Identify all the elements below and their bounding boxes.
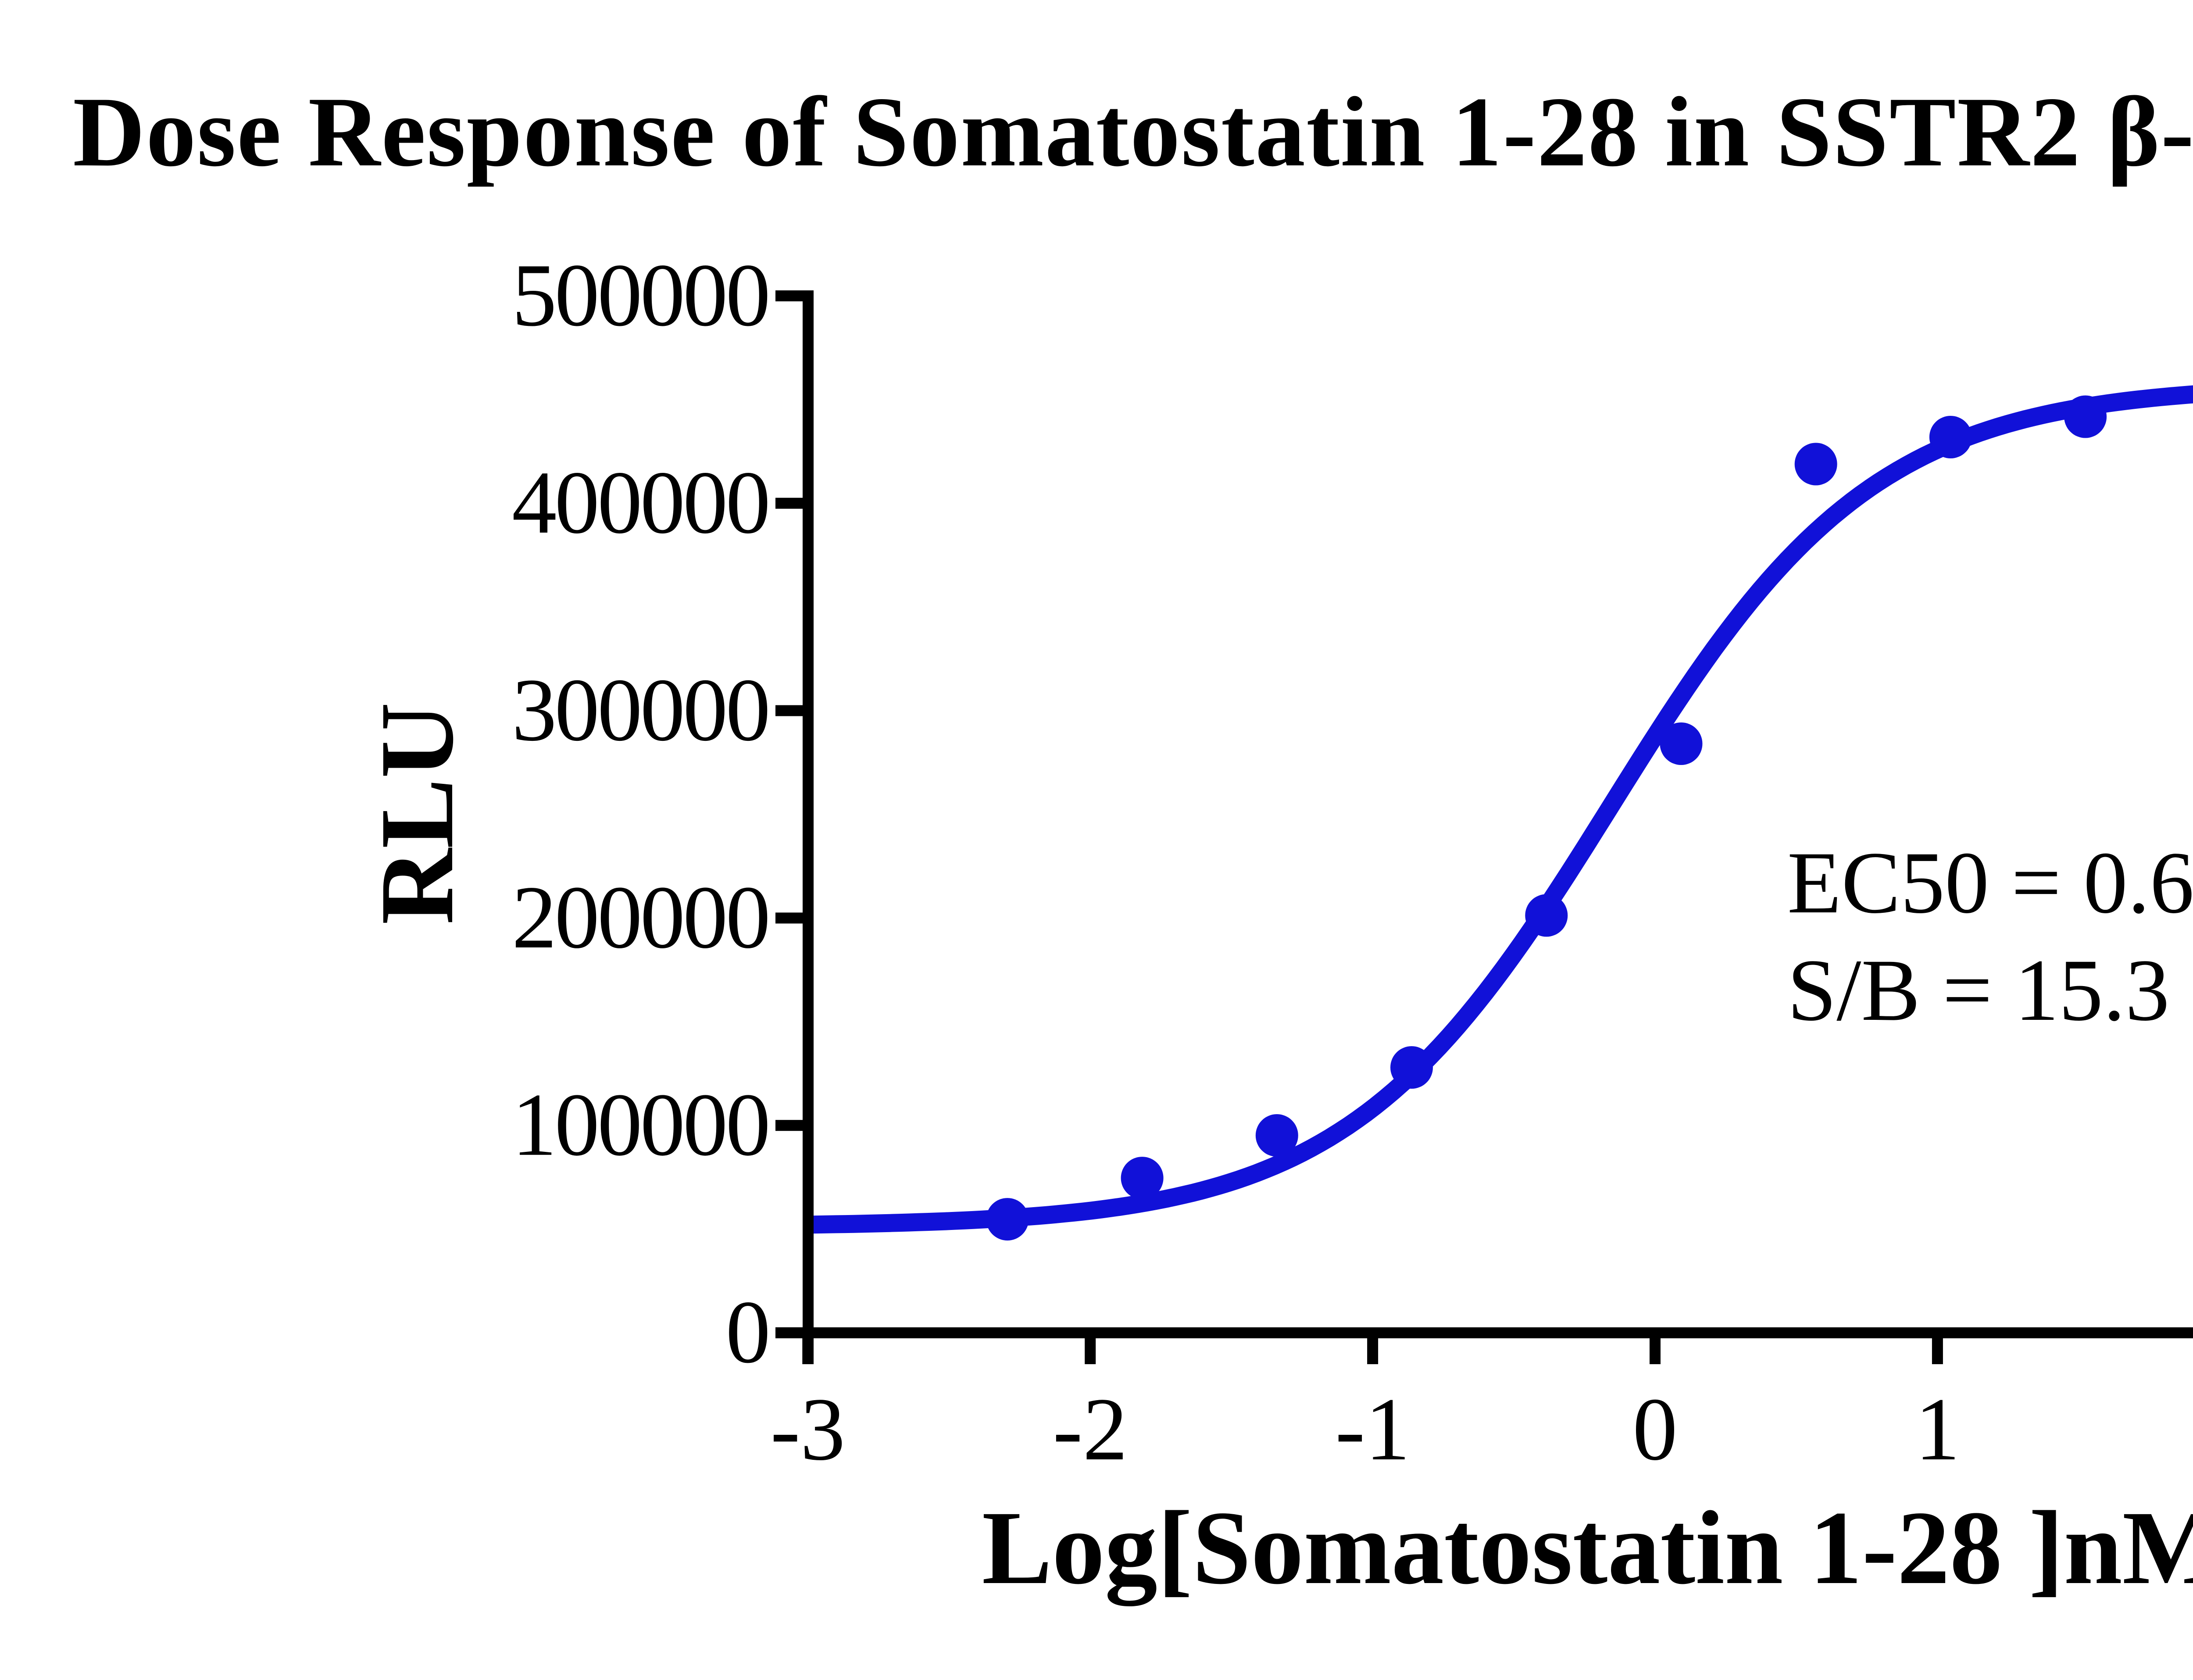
svg-text:300000: 300000	[512, 660, 768, 760]
svg-text:-2: -2	[1053, 1380, 1128, 1479]
svg-text:Dose Response of Somatostatin: Dose Response of Somatostatin 1-28 in SS…	[73, 77, 2193, 187]
svg-text:1: 1	[1915, 1380, 1960, 1479]
svg-text:Log[Somatostatin 1-28 ]nM: Log[Somatostatin 1-28 ]nM	[982, 1489, 2193, 1606]
svg-text:-1: -1	[1335, 1380, 1410, 1479]
svg-text:0: 0	[726, 1282, 769, 1382]
svg-text:0: 0	[1632, 1380, 1678, 1479]
svg-text:RLU: RLU	[358, 702, 475, 925]
svg-text:100000: 100000	[512, 1075, 768, 1175]
svg-text:400000: 400000	[512, 453, 768, 552]
svg-text:EC50 = 0.69 nM: EC50 = 0.69 nM	[1787, 833, 2193, 932]
svg-text:500000: 500000	[512, 246, 768, 345]
svg-text:S/B = 15.3: S/B = 15.3	[1787, 941, 2170, 1039]
svg-text:200000: 200000	[512, 868, 768, 967]
svg-text:-3: -3	[770, 1380, 845, 1479]
